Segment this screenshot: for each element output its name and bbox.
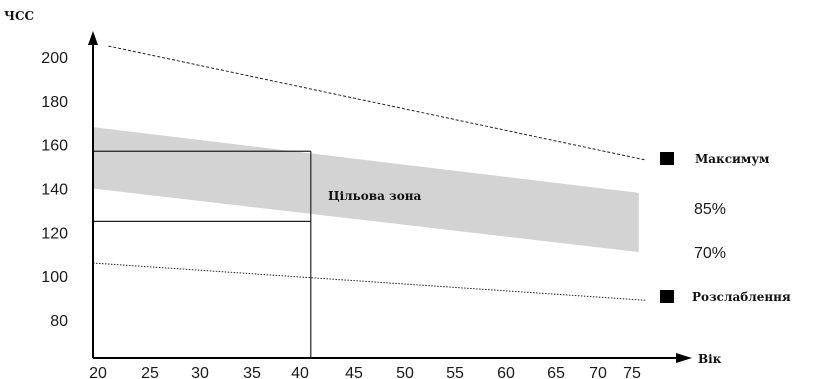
x-tick-label: 40 [291, 365, 309, 379]
target-band-layer [93, 127, 639, 253]
x-tick-label: 20 [89, 365, 107, 379]
target-zone-label: Цільова зона [328, 189, 422, 203]
annotations: ЧСС Вік Максимум Розслаблення 85% 70% Цільова … [4, 9, 791, 366]
x-tick-label: 65 [547, 365, 565, 379]
y-tick-label: 140 [41, 181, 68, 198]
y-tick-label: 160 [41, 138, 68, 155]
axes [88, 31, 692, 363]
tick-labels: 80 100 120 140 160 180 200 20 25 30 35 40 45 50 55 60 65… [41, 50, 641, 379]
x-tick-label: 45 [345, 365, 363, 379]
x-tick-label: 70 [589, 365, 607, 379]
x-tick-label: 55 [446, 365, 464, 379]
y-tick-label: 180 [41, 94, 68, 111]
series-line-maximum [108, 45, 646, 161]
relaxation-marker [660, 290, 674, 303]
y-tick-label: 80 [50, 313, 68, 330]
y-tick-label: 100 [41, 269, 68, 286]
maximum-marker [660, 152, 674, 165]
x-tick-label: 30 [191, 365, 209, 379]
x-tick-label: 35 [243, 365, 261, 379]
maximum-label: Максимум [695, 152, 770, 166]
x-tick-label: 50 [396, 365, 414, 379]
x-tick-label: 60 [497, 365, 515, 379]
band-lower-label: 70% [694, 245, 726, 262]
series-line-relaxation [92, 262, 646, 301]
band-upper-label: 85% [694, 201, 726, 218]
y-axis-title: ЧСС [4, 9, 34, 23]
x-axis-title: Вік [698, 352, 722, 366]
series-lines-layer [92, 45, 646, 358]
target-zone-band [93, 127, 639, 253]
y-tick-label: 120 [41, 225, 68, 242]
x-axis-arrow [676, 353, 692, 363]
x-tick-label: 75 [623, 365, 641, 379]
relaxation-label: Розслаблення [692, 290, 791, 304]
y-tick-label: 200 [41, 50, 68, 67]
y-axis-arrow [88, 31, 98, 45]
x-tick-label: 25 [141, 365, 159, 379]
